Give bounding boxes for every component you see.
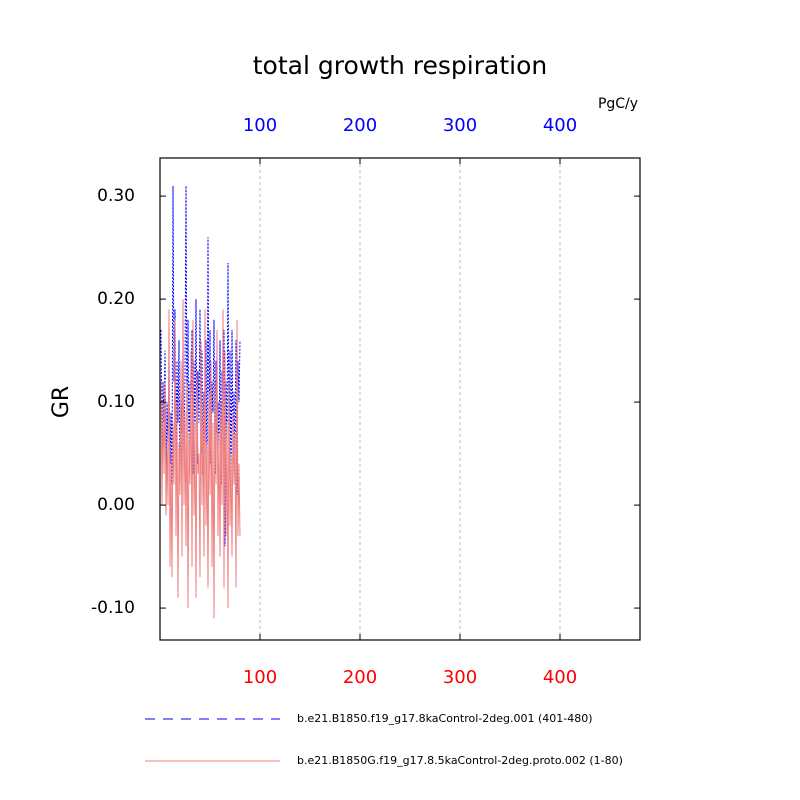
y-tick-label: 0.20 <box>97 289 135 309</box>
data-line <box>160 299 241 619</box>
x-tick-label: 400 <box>543 667 577 688</box>
y-tick-label: 0.00 <box>97 495 135 515</box>
y-axis-label: GR <box>49 386 74 418</box>
y-tick-label: -0.10 <box>91 598 135 618</box>
x-tick-label: 100 <box>243 667 277 688</box>
x2-tick-label: 200 <box>343 115 377 136</box>
y-tick-label: 0.10 <box>97 392 135 412</box>
x-tick-label: 200 <box>343 667 377 688</box>
x2-tick-label: 400 <box>543 115 577 136</box>
legend-label: b.e21.B1850G.f19_g17.8.5kaControl-2deg.p… <box>297 754 623 767</box>
x2-tick-label: 300 <box>443 115 477 136</box>
chart-title: total growth respiration <box>253 51 547 80</box>
x2-axis-label: PgC/y <box>598 96 638 112</box>
y-tick-label: 0.30 <box>97 186 135 206</box>
x-tick-label: 300 <box>443 667 477 688</box>
x2-tick-label: 100 <box>243 115 277 136</box>
legend-label: b.e21.B1850.f19_g17.8kaControl-2deg.001 … <box>297 712 593 725</box>
plot-frame <box>159 157 641 641</box>
